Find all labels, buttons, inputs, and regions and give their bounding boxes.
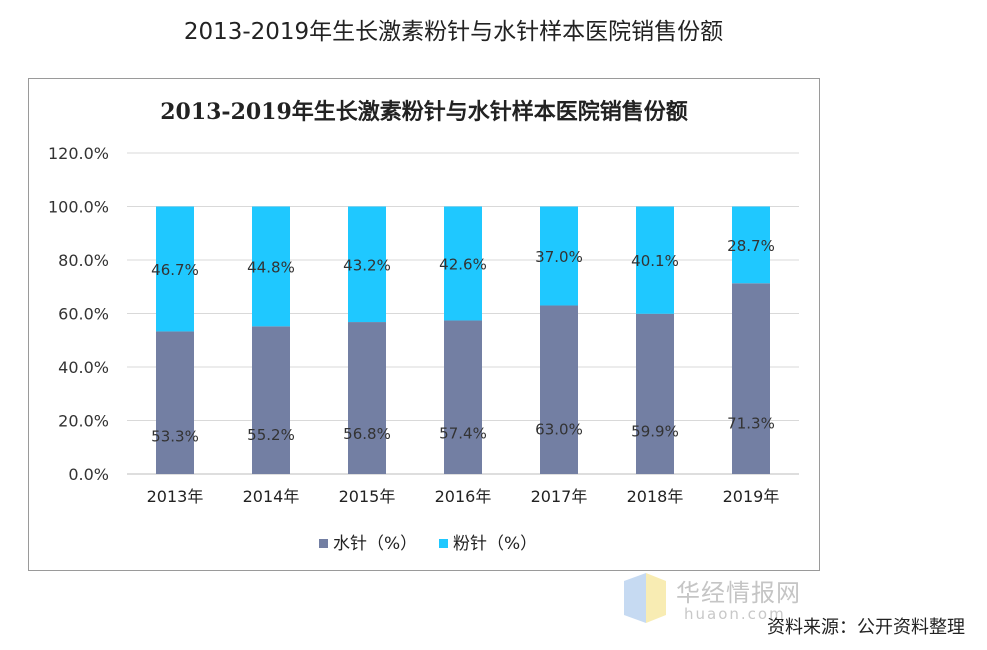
huaon-logo-icon (624, 573, 666, 623)
data-label: 40.1% (631, 252, 679, 270)
bar-shuizhen (252, 326, 290, 474)
x-tick-label: 2016年 (435, 487, 492, 506)
bar-fenzhen (732, 206, 770, 284)
data-label: 55.2% (247, 426, 295, 444)
data-label: 28.7% (727, 237, 775, 255)
data-labels: 53.3% 46.7% 55.2% 44.8% 56.8% 43.2% 57.4% 42.6%… (151, 237, 775, 446)
legend: 水针（%） 粉针（%） (319, 534, 537, 554)
data-label: 37.0% (535, 248, 583, 266)
x-tick-label: 2013年 (147, 487, 204, 506)
y-tick-label: 40.0% (58, 358, 109, 377)
bar-shuizhen (732, 283, 770, 474)
data-label: 56.8% (343, 425, 391, 443)
legend-swatch (439, 539, 448, 548)
x-tick-label: 2015年 (339, 487, 396, 506)
watermark: 华经情报网 huaon.com (624, 571, 829, 627)
y-tick-label: 0.0% (68, 465, 109, 484)
y-tick-label: 80.0% (58, 251, 109, 270)
data-label: 63.0% (535, 420, 583, 438)
x-tick-label: 2019年 (723, 487, 780, 506)
chart-container: 2013-2019年生长激素粉针与水针样本医院销售份额 0.0% 20.0% 40.… (28, 78, 820, 623)
bar-fenzhen (636, 206, 674, 314)
data-label: 71.3% (727, 415, 775, 433)
y-tick-label: 60.0% (58, 305, 109, 324)
bar-shuizhen (156, 331, 194, 474)
stacked-bar-chart: 2013-2019年生长激素粉针与水针样本医院销售份额 0.0% 20.0% 40.… (48, 99, 799, 554)
data-label: 42.6% (439, 255, 487, 273)
data-label: 43.2% (343, 256, 391, 274)
y-axis-ticks: 0.0% 20.0% 40.0% 60.0% 80.0% 100.0% 120.0% (48, 144, 109, 484)
bar-fenzhen (348, 206, 386, 323)
bar-shuizhen (636, 313, 674, 474)
chart-title: 2013-2019年生长激素粉针与水针样本医院销售份额 (160, 99, 688, 125)
data-label: 59.9% (631, 423, 679, 441)
x-tick-label: 2018年 (627, 487, 684, 506)
bar-fenzhen (444, 206, 482, 321)
legend-swatch (319, 539, 328, 548)
y-tick-label: 100.0% (48, 198, 109, 217)
data-label: 46.7% (151, 261, 199, 279)
watermark-name-cn: 华经情报网 (676, 579, 801, 607)
bar-fenzhen (540, 206, 578, 306)
data-label: 53.3% (151, 428, 199, 446)
y-tick-label: 20.0% (58, 412, 109, 431)
watermark-name-en: huaon.com (684, 605, 786, 623)
bars (156, 206, 770, 474)
source-note: 资料来源：公开资料整理 (767, 617, 965, 638)
legend-label: 粉针（%） (453, 534, 537, 554)
x-tick-label: 2014年 (243, 487, 300, 506)
bar-shuizhen (444, 320, 482, 474)
bar-shuizhen (540, 305, 578, 474)
bar-fenzhen (252, 206, 290, 327)
page-title: 2013-2019年生长激素粉针与水针样本医院销售份额 (183, 19, 724, 45)
data-label: 44.8% (247, 258, 295, 276)
data-label: 57.4% (439, 425, 487, 443)
x-tick-label: 2017年 (531, 487, 588, 506)
bar-fenzhen (156, 206, 194, 332)
x-axis-ticks: 2013年 2014年 2015年 2016年 2017年 2018年 2019年 (147, 487, 780, 506)
legend-label: 水针（%） (333, 534, 417, 554)
y-tick-label: 120.0% (48, 144, 109, 163)
bar-shuizhen (348, 322, 386, 474)
